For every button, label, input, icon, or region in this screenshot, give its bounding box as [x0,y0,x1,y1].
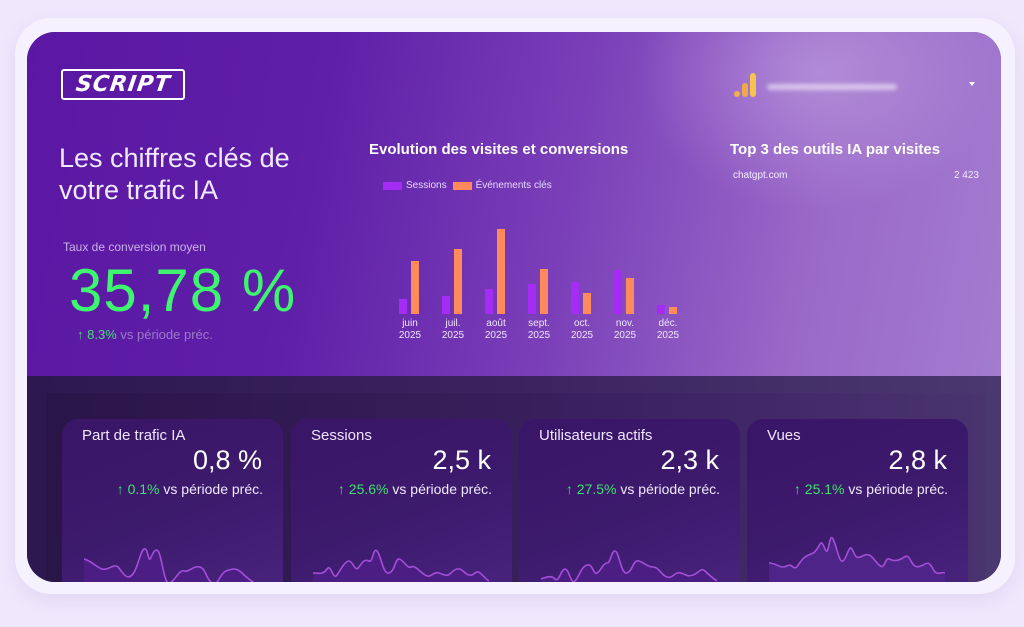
kpi-delta-suffix: vs période préc. [120,327,213,342]
bar-sessions[interactable] [399,299,407,314]
arrow-up-icon: ↑ [116,481,124,497]
metric-title: Vues [767,427,801,444]
chart-legend: Sessions Événements clés [383,180,552,191]
x-axis-label: sept. 2025 [527,318,551,341]
x-axis-label: juin 2025 [398,318,422,341]
legend-label-sessions: Sessions [406,180,447,191]
legend-label-events: Événements clés [475,180,552,191]
bar-events[interactable] [497,229,505,314]
metric-delta: ↑ 27.5% vs période préc. [565,481,720,497]
metric-value: 2,8 k [888,445,947,475]
metric-card-active-users: Utilisateurs actifs 2,3 k ↑ 27.5% vs pér… [519,419,740,582]
metric-card-ai-traffic-share: Part de trafic IA 0,8 % ↑ 0.1% vs périod… [62,419,283,582]
bar-events[interactable] [626,278,634,314]
sparkline-chart [541,550,717,582]
logo-text: SCRIPT [74,72,172,97]
x-axis-label: août 2025 [484,318,508,341]
chevron-down-icon[interactable] [969,82,975,86]
sparkline-chart [313,549,489,582]
bar-group: oct. 2025 [567,212,597,342]
metric-value: 2,5 k [432,445,491,475]
script-logo: SCRIPT [61,69,185,100]
x-axis-label: nov. 2025 [613,318,637,341]
evolution-title: Evolution des visites et conversions [369,141,629,158]
bar-events[interactable] [540,269,548,314]
property-selector-value[interactable] [767,84,897,90]
bar-group: juil. 2025 [438,212,468,342]
google-analytics-icon[interactable] [733,72,757,98]
bar-events[interactable] [411,261,419,314]
bar-sessions[interactable] [528,284,536,314]
bar-events[interactable] [583,293,591,314]
arrow-up-icon: ↑ [565,481,573,497]
metrics-panel: Part de trafic IA 0,8 % ↑ 0.1% vs périod… [46,393,986,582]
x-axis-label: juil. 2025 [441,318,465,341]
bar-sessions[interactable] [571,282,579,314]
bar-group: sept. 2025 [524,212,554,342]
x-axis-label: oct. 2025 [570,318,594,341]
metric-card-views: Vues 2,8 k ↑ 25.1% vs période préc. [747,419,968,582]
top3-source: chatgpt.com [733,170,788,181]
metric-delta: ↑ 25.6% vs période préc. [337,481,492,497]
metric-value: 0,8 % [192,445,262,475]
dashboard-card: SCRIPT Les chiffres clés de votre trafic… [27,32,1001,582]
sparkline-chart [769,536,945,582]
metric-delta: ↑ 0.1% vs période préc. [116,481,263,497]
bar-sessions[interactable] [442,296,450,314]
bar-group: juin 2025 [395,212,425,342]
kpi-delta-value: 8.3% [87,327,117,342]
metric-card-sessions: Sessions 2,5 k ↑ 25.6% vs période préc. [291,419,512,582]
metric-title: Utilisateurs actifs [539,427,653,444]
header-section: SCRIPT Les chiffres clés de votre trafic… [27,32,1001,376]
kpi-label: Taux de conversion moyen [63,240,206,254]
arrow-up-icon: ↑ [793,481,801,497]
bar-sessions[interactable] [485,289,493,314]
x-axis-label: déc. 2025 [656,318,680,341]
top3-value: 2 423 [953,170,979,181]
metric-value: 2,3 k [660,445,719,475]
metric-title: Sessions [311,427,372,444]
kpi-delta: ↑ 8.3% vs période préc. [77,327,213,342]
metric-delta: ↑ 25.1% vs période préc. [793,481,948,497]
bar-sessions[interactable] [657,305,665,314]
top3-row: chatgpt.com 2 423 [733,170,979,181]
bar-events[interactable] [454,249,462,314]
legend-swatch-sessions [383,181,402,190]
bar-group: août 2025 [481,212,511,342]
bar-sessions[interactable] [614,270,622,314]
arrow-up-icon: ↑ [77,327,84,342]
bar-events[interactable] [669,307,677,314]
top3-title: Top 3 des outils IA par visites [730,141,941,158]
arrow-up-icon: ↑ [337,481,345,497]
metrics-section: Part de trafic IA 0,8 % ↑ 0.1% vs périod… [27,376,1001,582]
kpi-value: 35,78 % [69,257,297,324]
sparkline-chart [84,548,255,582]
bar-group: déc. 2025 [653,212,683,342]
metric-title: Part de trafic IA [82,427,186,444]
page-title: Les chiffres clés de votre trafic IA [59,143,290,205]
bar-group: nov. 2025 [610,212,640,342]
legend-swatch-events [452,181,472,190]
bar-chart: juin 2025 juil. 2025 août 2025 sept. 2025 oct. 20… [387,212,687,342]
